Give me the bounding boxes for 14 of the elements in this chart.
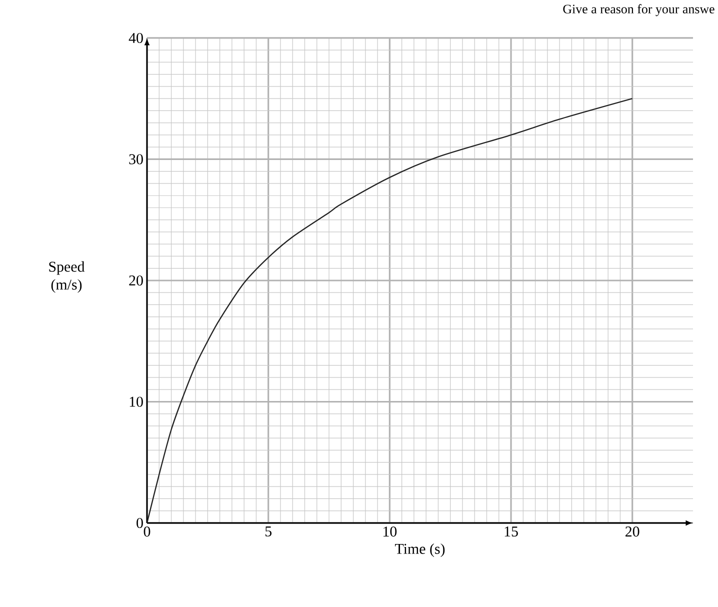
x-tick-label: 0 xyxy=(144,526,150,537)
y-tick-label: 0 xyxy=(136,518,143,528)
y-tick-label: 30 xyxy=(129,154,143,164)
text: Give a reason for your answe xyxy=(563,4,714,16)
x-tick-label: 20 xyxy=(626,526,640,537)
x-tick-label: 5 xyxy=(265,526,272,536)
y-tick-label: 10 xyxy=(130,396,143,407)
x-tick-label: 15 xyxy=(504,526,518,537)
y-tick-label: 40 xyxy=(128,32,143,44)
y-tick-label: 20 xyxy=(129,275,143,286)
x-tick-label: 10 xyxy=(384,526,397,537)
line-series xyxy=(147,98,633,523)
x-axis-title: Time (s) xyxy=(395,543,445,557)
y-axis-title: Speed (m/s) xyxy=(49,261,85,293)
